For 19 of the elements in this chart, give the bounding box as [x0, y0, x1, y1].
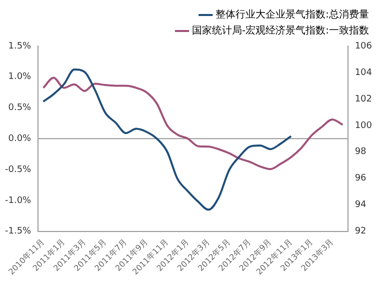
y-tick-label: 0.0% — [8, 134, 32, 144]
y-tick-label: -1.5% — [4, 226, 32, 237]
y-tick-label: -1.0% — [4, 196, 32, 206]
y2-tick-label: 100 — [354, 120, 372, 131]
y2-tick-label: 106 — [354, 41, 372, 52]
y-tick-label: -0.5% — [4, 164, 32, 175]
legend-label: 国家统计局-宏观经济景气指数:一致指数 — [192, 24, 370, 37]
y2-tick-label: 94 — [354, 200, 367, 210]
y2-tick-label: 96 — [354, 174, 367, 184]
line-series — [42, 76, 344, 170]
y-tick-label: 1.5% — [8, 41, 32, 52]
y2-tick-label: 92 — [354, 226, 366, 237]
legend-label: 整体行业大企业景气指数:总消费量 — [216, 8, 370, 21]
y2-tick-label: 98 — [354, 147, 367, 158]
line-series — [42, 68, 292, 211]
y2-tick-label: 102 — [354, 94, 372, 104]
y-tick-label: 0.5% — [8, 103, 32, 114]
y-tick-label: 1.0% — [8, 72, 32, 82]
y2-tick-label: 104 — [354, 68, 372, 78]
